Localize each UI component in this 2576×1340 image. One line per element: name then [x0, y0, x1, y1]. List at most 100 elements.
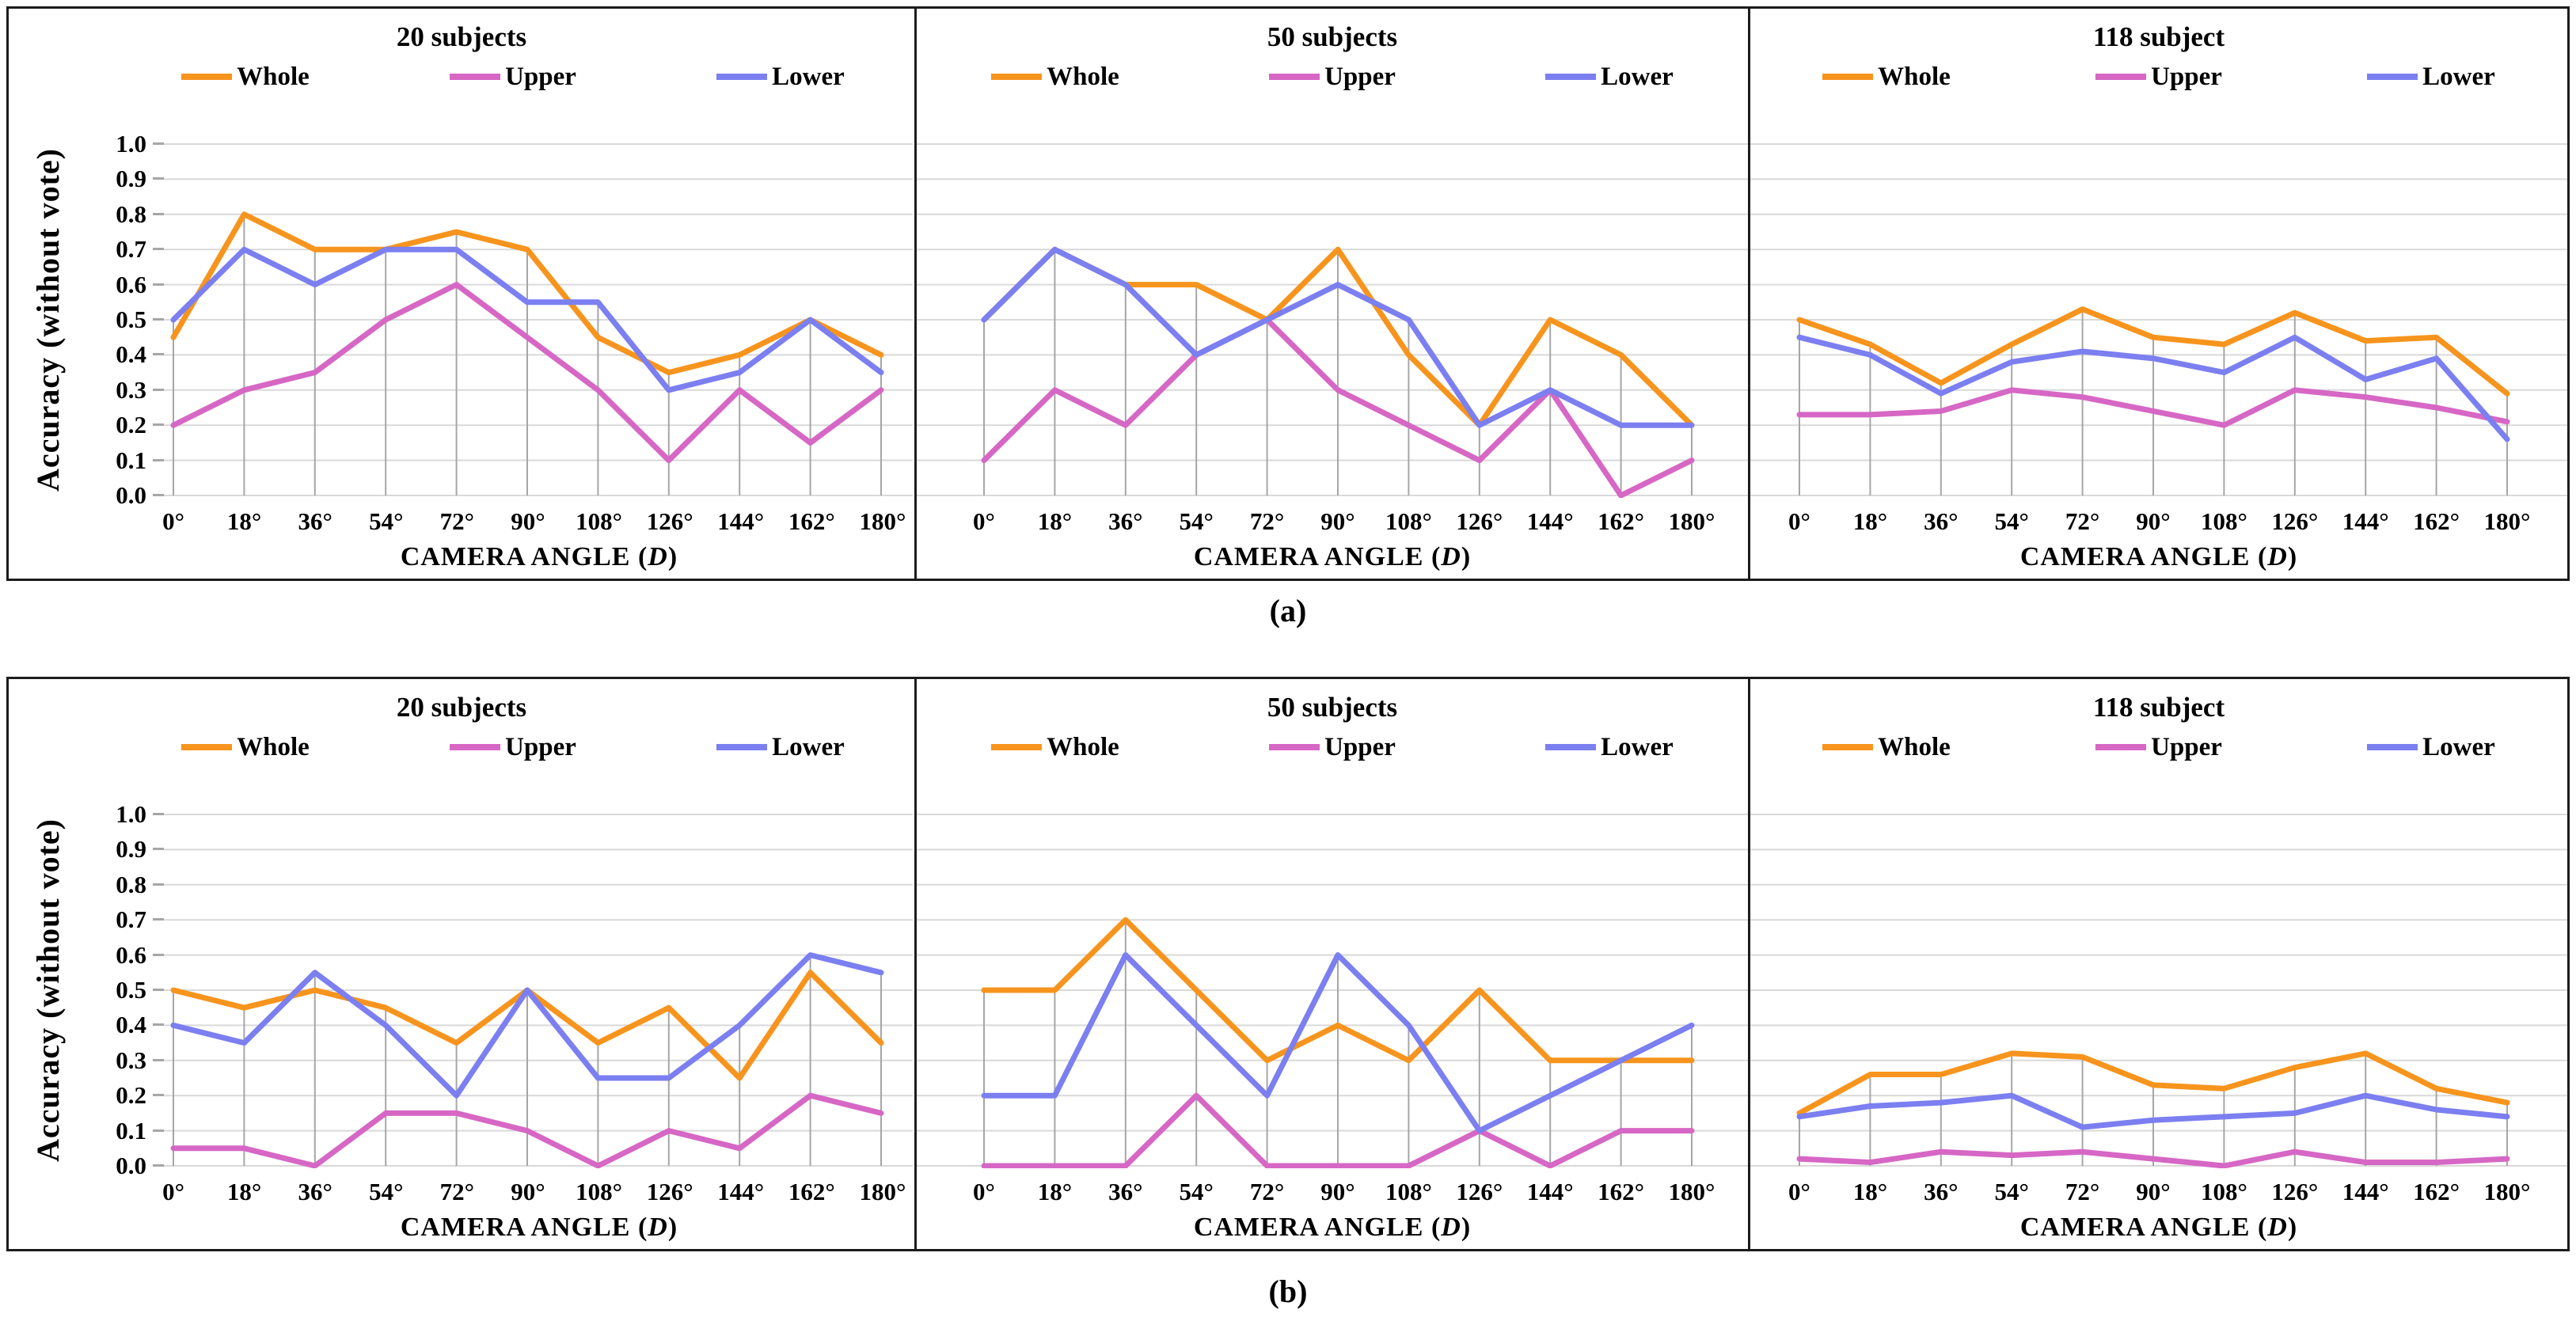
plot-canvas: [164, 143, 913, 496]
x-tick-label: 0°: [1788, 507, 1810, 535]
y-tick-mark: [153, 1094, 164, 1097]
x-tick-label: 18°: [1037, 1178, 1073, 1205]
x-tick-label: 162°: [2413, 1178, 2460, 1205]
legend-item-upper: Upper: [379, 733, 647, 762]
y-tick-mark: [153, 248, 164, 251]
line-chart: 20 subjects Whole Upper Lower Accuracy (wi…: [9, 679, 914, 1249]
plot-area: 0° 18° 36° 54° 72° 90° 108° 126° 144° 162° 180° CA…: [162, 142, 914, 574]
plot-canvas: [917, 143, 1748, 498]
x-tick-labels: 0° 18° 36° 54° 72° 90° 108° 126° 144° 162° 180°: [1750, 507, 2567, 542]
x-tick-label: 144°: [1526, 1178, 1574, 1205]
legend-label: Lower: [1601, 62, 1674, 91]
x-axis-title: CAMERA ANGLE (D): [400, 1213, 678, 1242]
x-tick-label: 18°: [1037, 507, 1073, 535]
y-tick-mark: [153, 1129, 164, 1132]
x-tick-label: 180°: [1668, 1178, 1715, 1205]
y-tick-label: 0.0: [116, 483, 164, 507]
y-tick-label: 0.4: [116, 342, 164, 366]
x-tick-label: 126°: [1456, 507, 1503, 535]
y-axis: Accuracy (without vote) 1.0 0.9 0.8 0.7 0.6 0…: [9, 131, 164, 574]
legend-item-lower: Lower: [1471, 733, 1748, 762]
y-tick-label: 0.3: [116, 378, 164, 402]
y-tick-label: 0.7: [116, 237, 164, 261]
legend: Whole Upper Lower: [917, 728, 1748, 766]
x-axis-title: CAMERA ANGLE (D): [2019, 1213, 2298, 1242]
y-axis-title: Accuracy (without vote): [30, 148, 66, 492]
x-tick-label: 162°: [788, 507, 835, 535]
x-tick-label: 90°: [2136, 1178, 2171, 1205]
x-tick-label: 0°: [162, 507, 184, 535]
y-tick-label: 0.9: [116, 837, 164, 861]
line-chart: 50 subjects Whole Upper Lower 0° 18° 36° 54° 7…: [914, 9, 1748, 579]
y-tick-label: 0.4: [116, 1012, 164, 1037]
plot-row: 0° 18° 36° 54° 72° 90° 108° 126° 144° 162° 180° CA…: [1750, 812, 2567, 1244]
chart-title: 20 subjects: [396, 21, 527, 52]
x-tick-label: 36°: [1108, 507, 1143, 535]
x-axis-title: CAMERA ANGLE (D): [2019, 542, 2298, 571]
y-tick-label: 0.7: [116, 907, 164, 932]
x-tick-label: 18°: [1852, 507, 1888, 535]
y-tick-mark: [153, 848, 164, 851]
y-tick-mark: [153, 177, 164, 180]
x-tick-label: 36°: [298, 507, 332, 535]
x-tick-label: 36°: [298, 1178, 332, 1205]
legend-line-icon: [181, 74, 233, 80]
legend-label: Whole: [1047, 732, 1119, 761]
y-tick-mark: [153, 283, 164, 286]
legend-label: Lower: [772, 732, 845, 761]
legend-item-upper: Upper: [2023, 63, 2295, 92]
legend-label: Upper: [2151, 62, 2222, 91]
line-chart: 20 subjects Whole Upper Lower Accuracy (wi…: [9, 9, 914, 579]
x-tick-label: 108°: [1385, 507, 1432, 535]
legend-line-icon: [2367, 744, 2418, 750]
x-tick-label: 18°: [1852, 1178, 1888, 1205]
legend-label: Whole: [237, 732, 310, 761]
x-tick-label: 72°: [439, 1178, 475, 1205]
x-tick-label: 72°: [1249, 507, 1285, 535]
plot-row: 0° 18° 36° 54° 72° 90° 108° 126° 144° 162° 180° CA…: [1750, 142, 2567, 574]
y-tick-label: 0.5: [116, 307, 164, 332]
legend-line-icon: [2367, 74, 2418, 80]
y-tick-label: 0.2: [116, 1083, 164, 1107]
y-tick-label: 0.9: [116, 166, 164, 191]
legend-label: Lower: [1601, 732, 1674, 761]
y-axis: Accuracy (without vote) 1.0 0.9 0.8 0.7 0.6 0…: [9, 802, 164, 1244]
legend-item-whole: Whole: [917, 733, 1194, 762]
plot-area: 0° 18° 36° 54° 72° 90° 108° 126° 144° 162° 180° CA…: [917, 812, 1748, 1244]
legend-item-lower: Lower: [1471, 63, 1748, 92]
legend-label: Upper: [1324, 732, 1396, 761]
legend-line-icon: [181, 744, 233, 750]
x-tick-label: 36°: [1924, 507, 1959, 535]
legend-line-icon: [1545, 744, 1597, 750]
line-chart: 118 subject Whole Upper Lower 0° 18° 36° 54° 7…: [1748, 679, 2567, 1249]
x-tick-label: 180°: [1668, 507, 1715, 535]
x-tick-label: 0°: [162, 1178, 184, 1205]
x-tick-label: 54°: [1994, 1178, 2029, 1205]
y-tick-label: 0.6: [116, 943, 164, 967]
y-tick-mark: [153, 953, 164, 956]
x-tick-label: 72°: [2065, 507, 2100, 535]
y-tick-label: 1.0: [116, 131, 164, 156]
legend-line-icon: [1269, 744, 1320, 750]
legend-line-icon: [1822, 744, 1874, 750]
legend-label: Whole: [1878, 62, 1951, 91]
y-tick-mark: [153, 1023, 164, 1027]
x-tick-label: 126°: [1456, 1178, 1503, 1205]
x-tick-label: 72°: [1249, 1178, 1285, 1205]
x-tick-labels: 0° 18° 36° 54° 72° 90° 108° 126° 144° 162° 180°: [162, 1178, 914, 1213]
plot-row: 0° 18° 36° 54° 72° 90° 108° 126° 144° 162° 180° CA…: [917, 812, 1748, 1244]
y-tick-labels: 1.0 0.9 0.8 0.7 0.6 0.5 0.4 0.3 0.2 0.1 0.0: [77, 131, 164, 507]
x-axis-title: CAMERA ANGLE (D): [400, 542, 678, 571]
x-tick-label: 108°: [576, 1178, 622, 1205]
y-tick-mark: [153, 1164, 164, 1167]
x-axis-title: CAMERA ANGLE (D): [1193, 1213, 1472, 1242]
y-tick-label: 0.2: [116, 412, 164, 437]
x-tick-label: 108°: [2200, 507, 2247, 535]
panel-b: 20 subjects Whole Upper Lower Accuracy (wi…: [6, 677, 2570, 1251]
x-tick-label: 36°: [1108, 1178, 1143, 1205]
y-tick-mark: [153, 458, 164, 461]
legend-line-icon: [1269, 74, 1320, 80]
x-tick-label: 18°: [226, 1178, 262, 1205]
x-tick-label: 90°: [1320, 507, 1355, 535]
legend-item-lower: Lower: [647, 63, 914, 92]
